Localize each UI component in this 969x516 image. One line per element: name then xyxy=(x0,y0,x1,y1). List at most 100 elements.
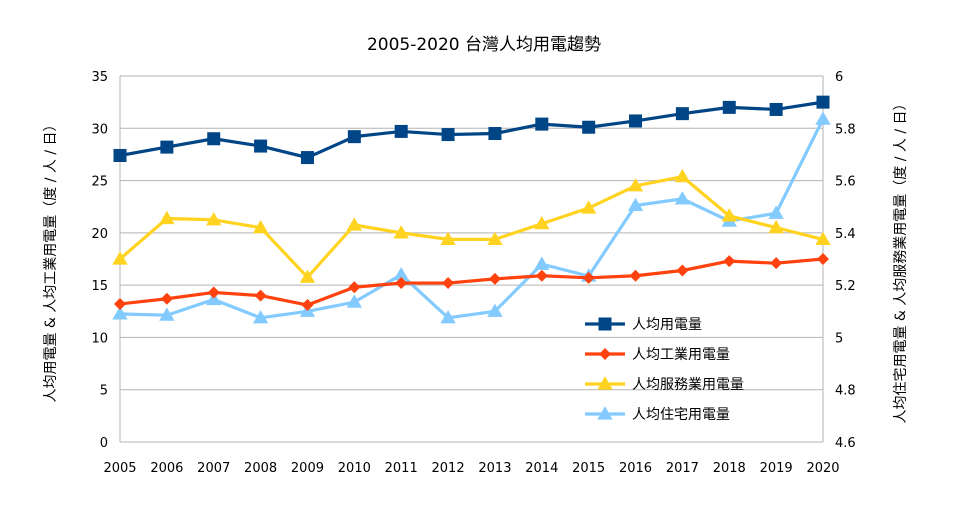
data-point xyxy=(206,212,222,226)
y-right-tick-label: 5.4 xyxy=(835,227,856,242)
data-point xyxy=(721,208,737,222)
data-point xyxy=(627,178,644,192)
data-point xyxy=(254,139,268,153)
data-point xyxy=(440,310,456,324)
y-right-tick-label: 4.6 xyxy=(835,436,856,451)
legend-item: 人均用電量 xyxy=(585,317,702,333)
y-left-tick-label: 15 xyxy=(91,279,108,294)
x-tick-label: 2014 xyxy=(525,461,558,476)
y-axis-right-label: 人均住宅用電量 & 人均服務業用電量（度 / 人 / 日） xyxy=(893,96,909,423)
data-point xyxy=(347,130,361,144)
series-line xyxy=(119,118,825,320)
legend-label: 人均工業用電量 xyxy=(632,347,730,363)
data-point xyxy=(770,257,783,270)
y-left-tick-label: 30 xyxy=(91,122,108,137)
series-1 xyxy=(113,95,830,165)
x-tick-label: 2016 xyxy=(619,461,652,476)
series-line xyxy=(119,257,824,307)
x-tick-label: 2013 xyxy=(478,461,511,476)
data-point xyxy=(112,306,128,320)
y-left-tick-label: 35 xyxy=(91,70,108,85)
data-point xyxy=(252,219,269,234)
legend-label: 人均住宅用電量 xyxy=(632,407,730,423)
data-point xyxy=(207,286,220,299)
series-4 xyxy=(112,111,831,324)
data-point xyxy=(815,231,831,245)
x-tick-label: 2005 xyxy=(103,461,136,476)
data-point xyxy=(346,294,363,308)
x-tick-label: 2015 xyxy=(572,461,605,476)
data-point xyxy=(674,168,691,183)
data-point xyxy=(113,148,127,162)
data-point xyxy=(534,256,550,270)
legend-marker xyxy=(598,317,612,331)
data-point xyxy=(299,269,316,283)
data-point xyxy=(487,231,503,245)
data-point xyxy=(487,303,503,317)
x-tick-label: 2010 xyxy=(338,461,371,476)
data-point xyxy=(300,151,314,165)
legend-marker xyxy=(597,376,613,390)
data-point xyxy=(582,120,596,134)
data-point xyxy=(488,272,501,285)
data-point xyxy=(160,140,174,154)
legend-label: 人均服務業用電量 xyxy=(632,377,744,393)
legend-item: 人均住宅用電量 xyxy=(585,406,730,423)
y-right-tick-label: 4.8 xyxy=(835,384,856,399)
chart-title: 2005-2020 台灣人均用電趨勢 xyxy=(367,35,601,55)
data-point xyxy=(535,269,548,282)
x-tick-label: 2008 xyxy=(244,461,277,476)
legend-marker xyxy=(599,348,611,360)
y-left-tick-label: 20 xyxy=(91,227,108,242)
series-line xyxy=(119,100,824,160)
series-group xyxy=(112,95,831,324)
y-right-tick-label: 5.2 xyxy=(835,279,856,294)
data-point xyxy=(768,205,784,219)
data-point xyxy=(629,114,643,128)
data-point xyxy=(393,225,409,239)
data-point xyxy=(159,210,175,225)
data-point xyxy=(535,117,549,131)
data-point xyxy=(768,219,784,234)
data-point xyxy=(674,191,691,205)
legend-item: 人均工業用電量 xyxy=(585,347,730,363)
y-axis-left-label: 人均用電量 & 人均工業用電量（度 / 人 / 日） xyxy=(43,117,59,402)
data-point xyxy=(676,264,689,277)
data-point xyxy=(301,299,314,312)
x-axis-ticks: 2005 2006 2007 2008 2009 2010 2011 2012 2013 2014… xyxy=(103,461,839,476)
data-point xyxy=(534,216,550,230)
y-right-tick-label: 5 xyxy=(835,331,843,346)
data-point xyxy=(207,132,221,146)
data-point xyxy=(769,102,783,116)
data-point xyxy=(722,100,736,114)
data-point xyxy=(254,289,267,302)
data-point xyxy=(442,277,455,290)
x-tick-label: 2019 xyxy=(760,461,793,476)
left-axis-ticks: 0 5 10 15 20 25 30 35 xyxy=(91,70,108,451)
x-tick-label: 2012 xyxy=(432,461,465,476)
data-point xyxy=(395,277,408,290)
data-point xyxy=(393,266,409,281)
data-point xyxy=(815,111,831,125)
data-point xyxy=(346,217,363,231)
legend-item: 人均服務業用電量 xyxy=(585,376,744,393)
data-point xyxy=(582,271,595,284)
legend-marker xyxy=(597,406,613,420)
series-line xyxy=(118,175,824,279)
legend-label: 人均用電量 xyxy=(632,317,702,333)
x-tick-label: 2006 xyxy=(150,461,183,476)
data-point xyxy=(627,197,644,212)
x-tick-label: 2007 xyxy=(197,461,230,476)
right-axis-ticks: 4.6 4.8 5 5.2 5.4 5.6 5.8 6 xyxy=(835,70,856,451)
data-point xyxy=(348,281,361,294)
x-tick-label: 2018 xyxy=(713,461,746,476)
data-point xyxy=(675,107,689,121)
data-point xyxy=(580,200,597,214)
data-point xyxy=(817,253,829,265)
data-point xyxy=(159,307,175,321)
data-point xyxy=(440,231,456,245)
data-point xyxy=(723,255,736,268)
